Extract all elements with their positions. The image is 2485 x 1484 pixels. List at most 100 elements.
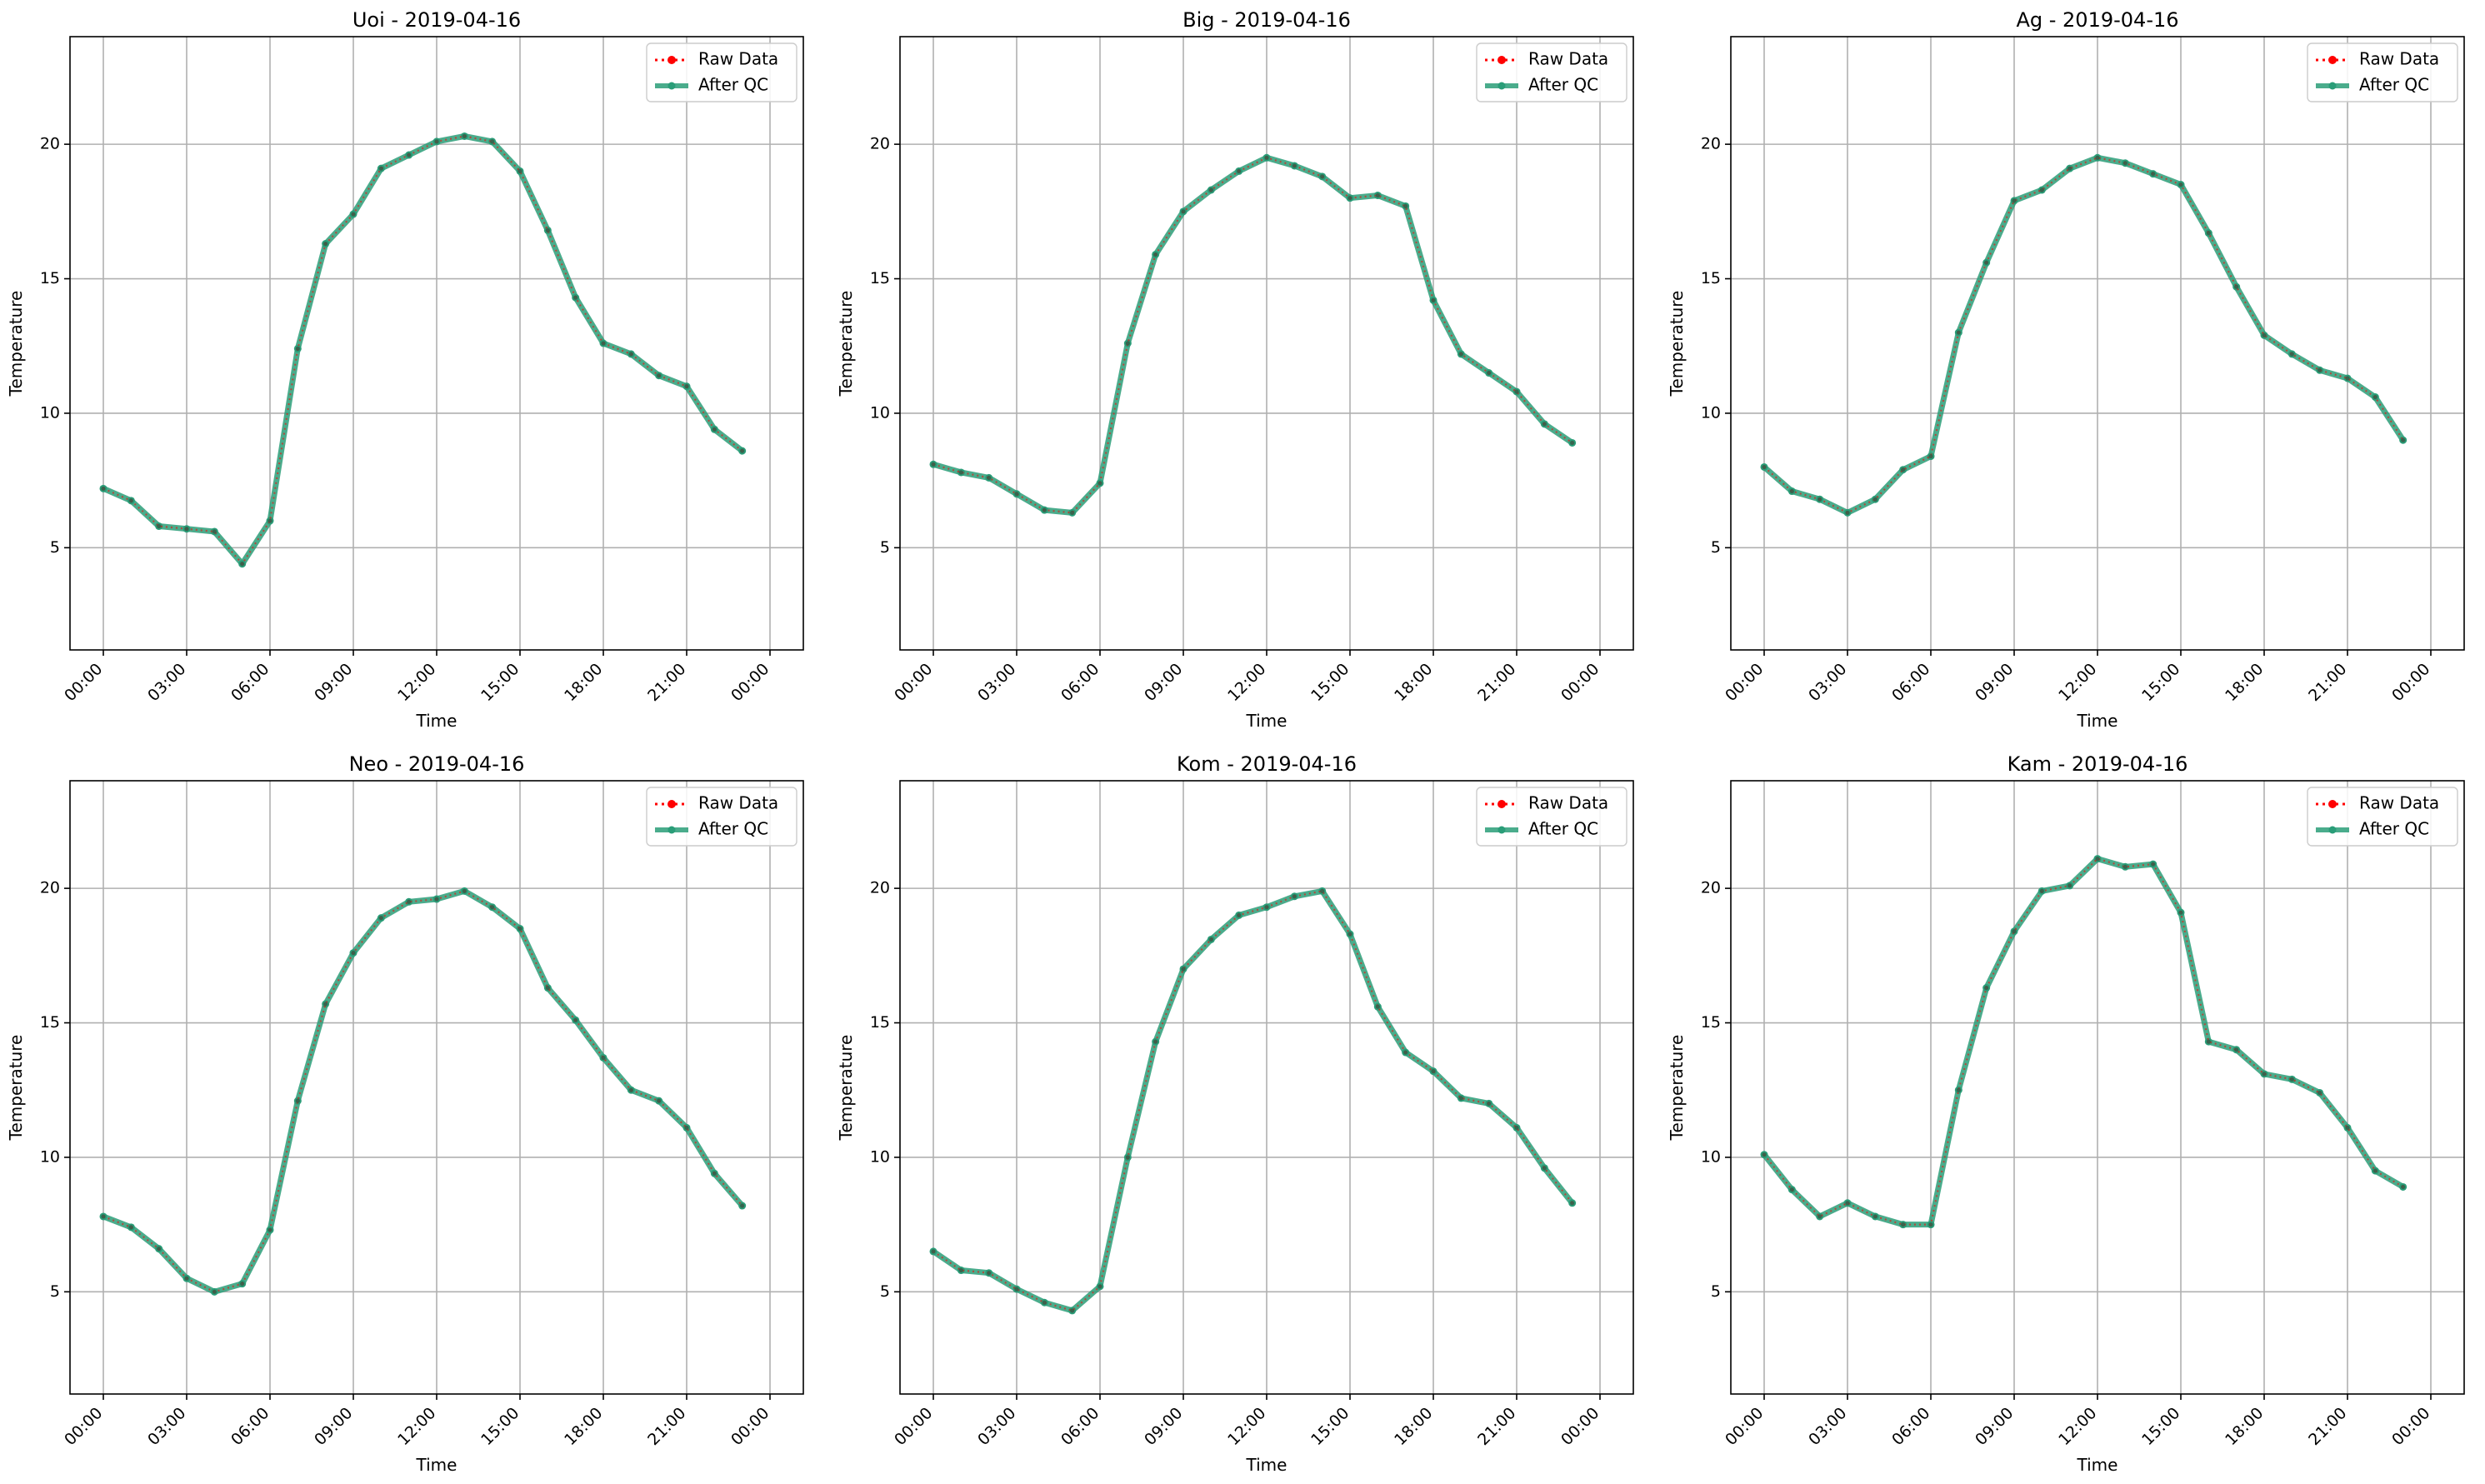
legend: Raw Data After QC <box>1476 42 1628 102</box>
series-line-raw-data <box>102 135 743 566</box>
point-raw-data <box>240 1282 245 1287</box>
legend-label-after-qc: After QC <box>1528 75 1598 95</box>
chart-title: Neo - 2019-04-16 <box>349 752 525 776</box>
legend-label-raw-data: Raw Data <box>2359 49 2439 69</box>
x-tick-label: 09:00 <box>1972 660 2017 705</box>
point-raw-data <box>1208 937 1213 942</box>
chart-title: Uoi - 2019-04-16 <box>352 8 521 32</box>
legend-marker-raw-data <box>2328 56 2337 64</box>
point-raw-data <box>1762 464 1767 470</box>
x-tick-label: 00:00 <box>1558 660 1602 705</box>
point-raw-data <box>407 152 412 157</box>
point-raw-data <box>1153 252 1158 257</box>
point-raw-data <box>1956 1087 1961 1092</box>
point-raw-data <box>2289 352 2294 357</box>
point-raw-data <box>378 916 383 921</box>
legend-marker-raw-data <box>668 56 676 64</box>
point-raw-data <box>1292 163 1297 168</box>
point-raw-data <box>1181 967 1186 972</box>
x-tick-label: 00:00 <box>728 1404 772 1449</box>
x-axis-label: Time <box>2077 1455 2118 1475</box>
point-raw-data <box>184 1276 189 1281</box>
point-raw-data <box>2068 166 2072 171</box>
x-tick-label: 03:00 <box>974 1404 1019 1449</box>
point-raw-data <box>1928 1222 1933 1227</box>
y-tick-label: 20 <box>870 879 890 897</box>
legend-marker-raw-data <box>2328 800 2337 808</box>
legend-marker-after-qc <box>668 826 676 834</box>
point-raw-data <box>1181 209 1186 214</box>
y-tick-label: 5 <box>1711 1282 1721 1301</box>
y-axis-label: Temperature <box>1667 1035 1687 1142</box>
x-tick-label: 12:00 <box>1224 1404 1269 1449</box>
point-raw-data <box>1901 1222 1906 1227</box>
legend-label-after-qc: After QC <box>1528 819 1598 839</box>
legend-label-after-qc: After QC <box>698 819 768 839</box>
y-tick-label: 5 <box>880 538 890 557</box>
point-raw-data <box>490 139 495 144</box>
point-raw-data <box>2122 161 2128 166</box>
point-raw-data <box>2068 883 2072 888</box>
point-raw-data <box>157 523 162 529</box>
point-raw-data <box>295 346 300 352</box>
point-raw-data <box>268 518 272 523</box>
x-axis-label: Time <box>2077 711 2118 731</box>
point-raw-data <box>2122 864 2128 869</box>
point-raw-data <box>2234 1047 2239 1052</box>
point-raw-data <box>1514 389 1519 394</box>
series-line-after-qc <box>930 887 1576 1314</box>
point-raw-data <box>1872 497 1878 502</box>
point-raw-data <box>1984 260 1989 265</box>
point-raw-data <box>1542 1166 1547 1171</box>
point-raw-data <box>295 1098 300 1103</box>
point-raw-data <box>2178 910 2183 915</box>
y-tick-label: 10 <box>40 1147 60 1166</box>
point-raw-data <box>958 470 963 475</box>
point-raw-data <box>2206 1039 2211 1044</box>
x-tick-label: 15:00 <box>1308 1404 1352 1449</box>
point-raw-data <box>657 373 662 378</box>
legend: Raw Data After QC <box>2307 787 2458 847</box>
x-tick-label: 09:00 <box>311 660 356 705</box>
point-raw-data <box>101 1214 106 1219</box>
point-raw-data <box>1042 1300 1047 1305</box>
x-tick-label: 15:00 <box>2138 660 2183 705</box>
point-raw-data <box>2262 1072 2267 1077</box>
y-tick-label: 10 <box>40 403 60 422</box>
x-tick-label: 09:00 <box>1141 1404 1186 1449</box>
y-axis-label: Temperature <box>836 291 856 397</box>
legend-marker-after-qc <box>2328 82 2337 90</box>
point-raw-data <box>1014 492 1019 497</box>
point-raw-data <box>2095 857 2100 862</box>
legend: Raw Data After QC <box>1476 787 1628 847</box>
point-raw-data <box>1375 1004 1380 1009</box>
point-raw-data <box>545 985 550 991</box>
point-raw-data <box>1320 174 1325 179</box>
point-raw-data <box>958 1267 963 1273</box>
legend: Raw Data After QC <box>646 787 798 847</box>
chart-panel-3: 00:00 03:00 06:00 09:00 12:00 15:00 18:00 21:00… <box>1667 8 2465 731</box>
series-line-after-qc <box>1761 154 2407 516</box>
point-raw-data <box>1070 1308 1075 1313</box>
point-raw-data <box>157 1247 162 1252</box>
point-raw-data <box>1458 1096 1463 1101</box>
point-raw-data <box>1762 1152 1767 1157</box>
point-raw-data <box>1818 1214 1822 1219</box>
point-raw-data <box>2345 1125 2350 1131</box>
x-tick-label: 12:00 <box>2055 660 2100 705</box>
chart-title: Kam - 2019-04-16 <box>2008 752 2188 776</box>
y-tick-label: 15 <box>1701 1013 1721 1032</box>
x-tick-label: 00:00 <box>2388 660 2433 705</box>
series-line-after-qc <box>100 887 746 1295</box>
point-raw-data <box>1125 1155 1130 1160</box>
chart-title: Ag - 2019-04-16 <box>2016 8 2178 32</box>
x-tick-label: 06:00 <box>1058 1404 1102 1449</box>
point-raw-data <box>1237 168 1242 174</box>
point-raw-data <box>628 352 633 357</box>
point-raw-data <box>1292 894 1297 899</box>
chart-panel-6: 00:00 03:00 06:00 09:00 12:00 15:00 18:00 21:00… <box>1667 752 2465 1475</box>
x-tick-label: 12:00 <box>394 1404 439 1449</box>
x-tick-label: 03:00 <box>144 1404 189 1449</box>
x-tick-label: 18:00 <box>2222 660 2267 705</box>
